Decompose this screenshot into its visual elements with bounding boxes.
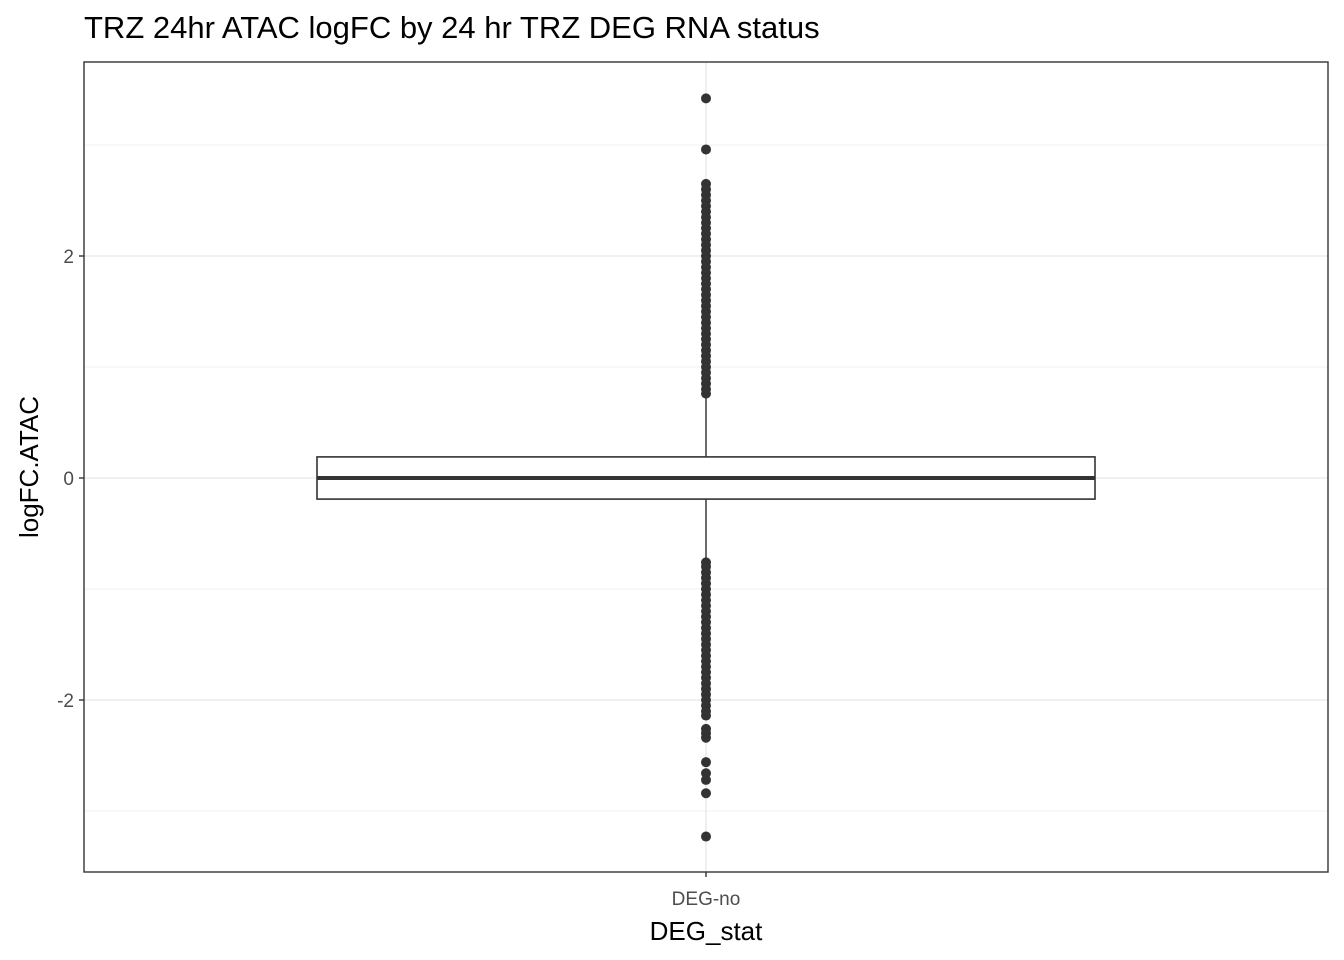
outlier-point [701, 732, 711, 743]
y-tick-label: 0 [63, 469, 74, 490]
outlier-point [701, 144, 711, 155]
axis-layer: -2 0 2 DEG-no [57, 247, 740, 910]
outlier-points [701, 93, 711, 842]
outlier-point [701, 831, 711, 842]
x-axis-title: DEG_stat [650, 916, 763, 946]
outlier-point [701, 93, 711, 104]
y-tick-label: -2 [57, 691, 74, 712]
x-tick-label: DEG-no [672, 889, 741, 910]
chart-title: TRZ 24hr ATAC logFC by 24 hr TRZ DEG RNA… [84, 10, 820, 45]
box-layer [316, 395, 1096, 561]
outlier-point [701, 388, 711, 399]
outlier-point [701, 774, 711, 785]
outlier-point [701, 757, 711, 768]
y-tick-label: 2 [63, 247, 74, 268]
y-axis-title: logFC.ATAC [14, 396, 44, 538]
outlier-point [701, 710, 711, 721]
outlier-point [701, 788, 711, 799]
